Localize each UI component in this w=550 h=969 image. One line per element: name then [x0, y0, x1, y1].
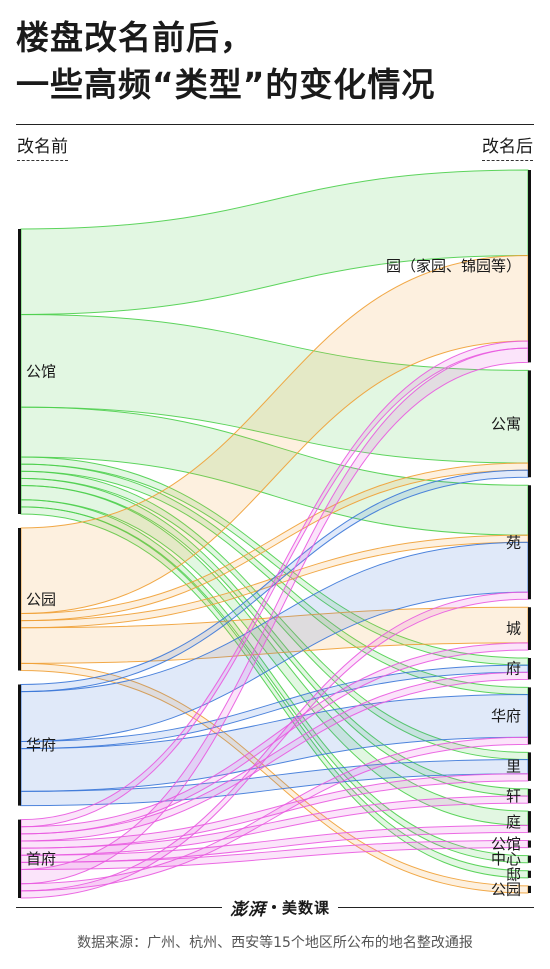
left-header: 改名前	[17, 135, 68, 161]
source-label-公馆: 公馆	[26, 363, 56, 381]
source-node-首府	[18, 819, 21, 898]
page-title: 楼盘改名前后， 一些高频“类型”的变化情况	[16, 14, 536, 108]
target-node-苑	[528, 485, 531, 600]
target-label-里: 里	[506, 758, 521, 776]
source-label-华府: 华府	[26, 736, 56, 754]
target-label-庭: 庭	[506, 813, 521, 831]
brand-dot	[272, 905, 276, 909]
target-label-邸: 邸	[506, 865, 521, 883]
source-node-公馆	[18, 229, 21, 514]
brand-badge: 澎湃 美数课	[222, 894, 339, 920]
source-node-华府	[18, 684, 21, 806]
target-node-公寓	[528, 370, 531, 478]
target-node-华府	[528, 687, 531, 745]
target-label-轩: 轩	[506, 787, 521, 805]
top-divider	[16, 124, 534, 125]
target-node-轩	[528, 788, 531, 804]
target-node-邸	[528, 870, 531, 878]
target-node-园（家园、锦园等）	[528, 170, 531, 363]
sankey-links	[20, 169, 529, 899]
target-node-府	[528, 658, 531, 680]
target-label-公馆: 公馆	[491, 835, 521, 853]
target-label-苑: 苑	[506, 533, 521, 551]
target-label-公寓: 公寓	[491, 415, 521, 433]
source-note: 数据来源：广州、杭州、西安等15个地区所公布的地名整改通报	[77, 935, 473, 951]
target-label-华府: 华府	[491, 707, 521, 725]
target-node-公馆	[528, 840, 531, 848]
target-label-园（家园、锦园等）: 园（家园、锦园等）	[386, 257, 521, 275]
target-label-城: 城	[506, 620, 521, 638]
target-node-中心	[528, 855, 531, 863]
source-node-公园	[18, 528, 21, 671]
target-label-府: 府	[506, 660, 521, 678]
right-header: 改名后	[482, 135, 533, 161]
brand-logo: 澎湃	[230, 899, 266, 920]
target-node-城	[528, 607, 531, 650]
source-label-公园: 公园	[26, 590, 56, 608]
brand-name: 美数课	[282, 898, 331, 917]
target-node-里	[528, 752, 531, 781]
source-label-首府: 首府	[26, 850, 56, 868]
title-line-2: 一些高频“类型”的变化情况	[16, 65, 436, 104]
target-node-庭	[528, 811, 531, 833]
target-label-公园: 公园	[491, 880, 521, 898]
title-line-1: 楼盘改名前后，	[16, 18, 254, 57]
target-label-中心: 中心	[491, 850, 521, 868]
target-node-公园	[528, 885, 531, 893]
